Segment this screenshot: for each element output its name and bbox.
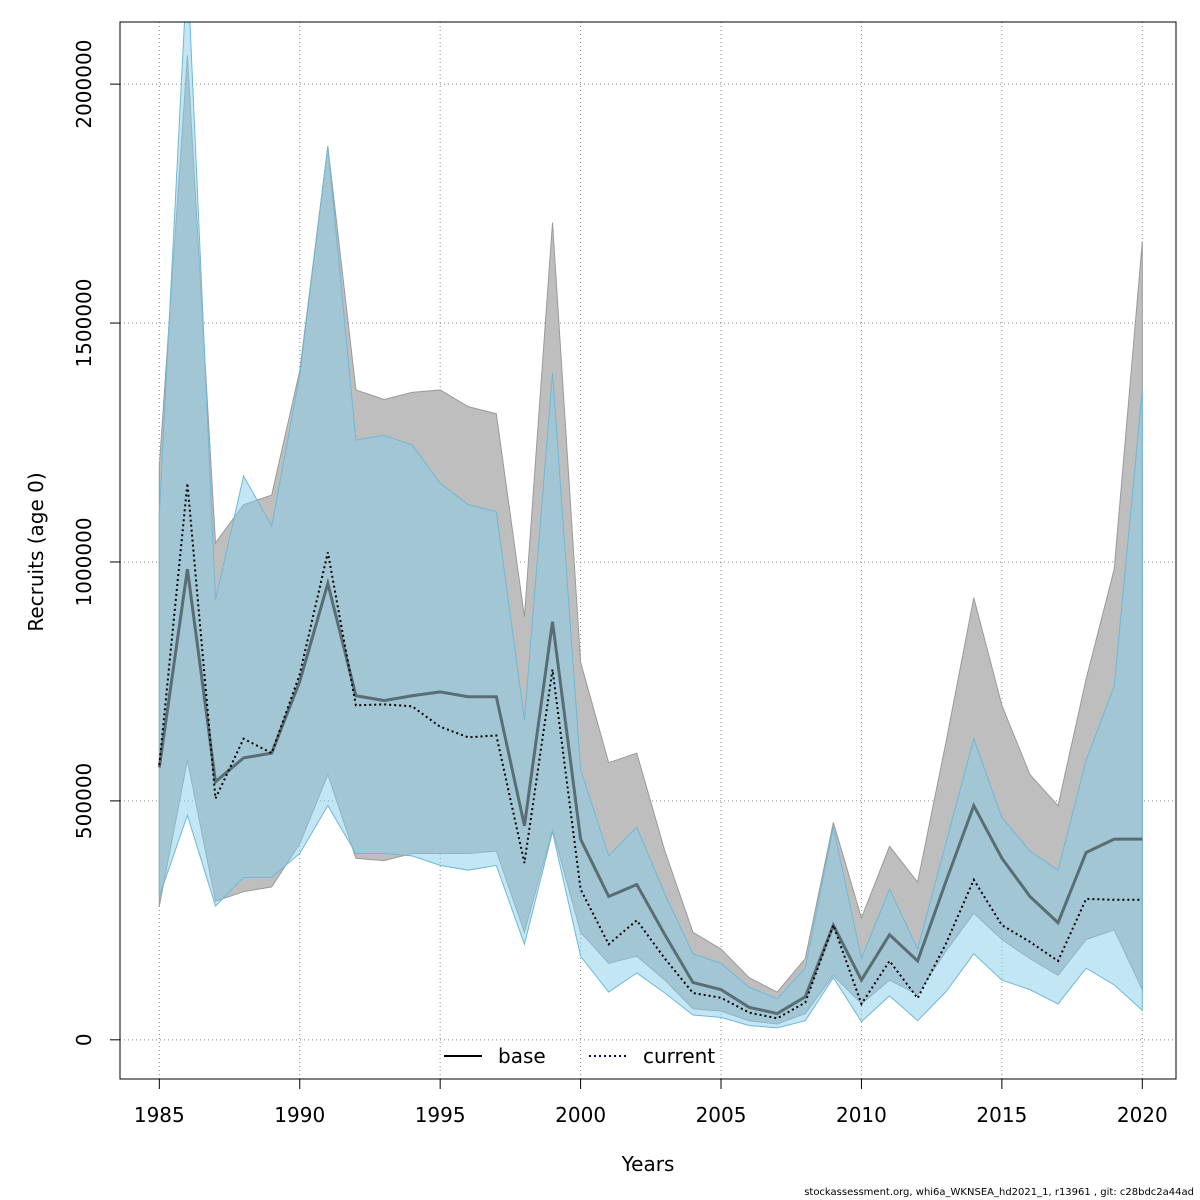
legend: base current <box>444 1044 715 1068</box>
y-tick-label-1500000: 1500000 <box>72 279 96 368</box>
legend-current-label: current <box>643 1044 715 1068</box>
y-tick-label-500000: 500000 <box>72 763 96 839</box>
band-current <box>158 22 1143 1029</box>
line-current <box>158 483 1143 1020</box>
legend-base-label: base <box>498 1044 546 1068</box>
x-tick-label-1990: 1990 <box>274 1103 325 1127</box>
x-tick-label-2020: 2020 <box>1117 1103 1168 1127</box>
x-tick-label-1995: 1995 <box>415 1103 466 1127</box>
y-tick-label-1000000: 1000000 <box>72 517 96 606</box>
y-tick-label-2000000: 2000000 <box>72 40 96 129</box>
x-axis-title: Years <box>621 1152 675 1176</box>
series-lines <box>157 483 1143 1020</box>
footer-credit: stockassessment.org, whi6a_WKNSEA_hd2021… <box>804 1187 1194 1198</box>
x-tick-label-2000: 2000 <box>555 1103 606 1127</box>
x-tick-label-2005: 2005 <box>696 1103 747 1127</box>
x-tick-label-2015: 2015 <box>976 1103 1027 1127</box>
line-base <box>157 568 1143 1016</box>
confidence-bands <box>158 22 1143 1029</box>
x-tick-label-1985: 1985 <box>134 1103 185 1127</box>
x-tick-label-2010: 2010 <box>836 1103 887 1127</box>
y-axis: 0 500000 1000000 1500000 2000000 <box>72 40 121 1046</box>
y-axis-title: Recruits (age 0) <box>24 472 48 631</box>
y-tick-label-0: 0 <box>72 1033 96 1046</box>
x-axis: 1985 1990 1995 2000 2005 2010 2015 2020 <box>134 1078 1168 1127</box>
